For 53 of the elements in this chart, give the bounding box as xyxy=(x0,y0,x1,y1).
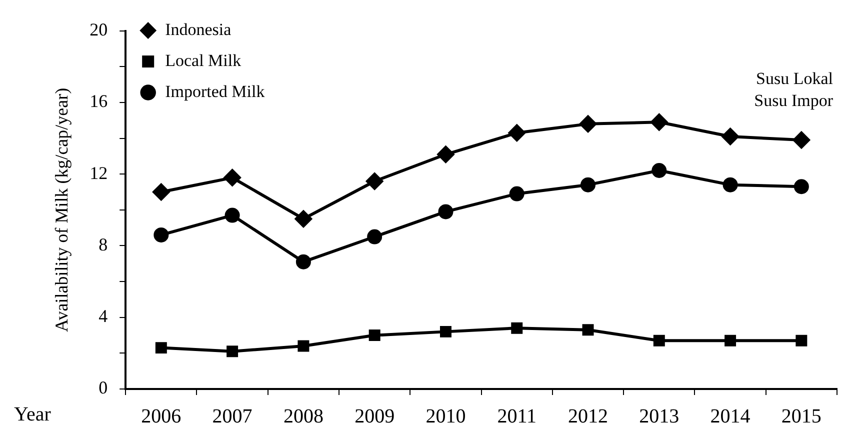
y-tick-label: 0 xyxy=(98,378,108,398)
point xyxy=(366,172,384,190)
point xyxy=(224,208,240,223)
point xyxy=(368,330,380,342)
point xyxy=(296,254,311,270)
x-tick-label: 2006 xyxy=(141,405,182,428)
x-tick-label: 2009 xyxy=(354,405,395,428)
y-tick-label: 4 xyxy=(98,306,108,326)
point xyxy=(722,128,739,145)
x-tick-label: 2007 xyxy=(212,405,252,428)
point xyxy=(650,114,668,131)
point xyxy=(440,326,452,338)
point xyxy=(796,334,808,346)
y-axis-title: Availability of Milk (kg/cap/year) xyxy=(52,88,72,332)
point xyxy=(298,340,310,352)
legend-label: Indonesia xyxy=(165,20,232,39)
point xyxy=(155,342,167,354)
point xyxy=(509,186,524,202)
x-axis-title: Year xyxy=(14,403,52,426)
y-tick-label: 20 xyxy=(90,20,108,40)
legend-label: Imported Milk xyxy=(165,82,266,101)
x-tick-label: 2013 xyxy=(639,405,680,428)
annotation: Susu Lokal xyxy=(756,68,834,88)
point xyxy=(226,346,238,358)
point xyxy=(722,177,738,192)
point xyxy=(294,210,312,228)
point xyxy=(582,324,594,336)
point xyxy=(508,124,526,142)
x-tick-label: 2015 xyxy=(781,405,822,428)
x-tick-label: 2012 xyxy=(568,405,608,428)
point xyxy=(154,227,169,242)
point xyxy=(794,179,809,194)
y-tick-label: 16 xyxy=(90,91,108,112)
legend-label: Local Milk xyxy=(165,50,242,70)
y-tick-label: 8 xyxy=(98,234,108,254)
point xyxy=(152,183,170,200)
point xyxy=(438,204,454,220)
y-tick-label: 12 xyxy=(90,162,108,183)
point xyxy=(653,334,665,346)
point xyxy=(511,322,523,334)
point xyxy=(437,146,454,163)
x-tick-label: 2008 xyxy=(283,405,324,428)
point xyxy=(224,169,241,186)
annotation: Susu Impor xyxy=(754,90,834,110)
point xyxy=(580,115,597,132)
point xyxy=(792,132,810,149)
x-tick-label: 2014 xyxy=(710,405,750,428)
point xyxy=(652,163,667,178)
point xyxy=(367,229,382,244)
point xyxy=(580,177,596,192)
x-tick-label: 2010 xyxy=(426,405,466,428)
point xyxy=(724,334,736,346)
x-tick-label: 2011 xyxy=(497,405,537,428)
